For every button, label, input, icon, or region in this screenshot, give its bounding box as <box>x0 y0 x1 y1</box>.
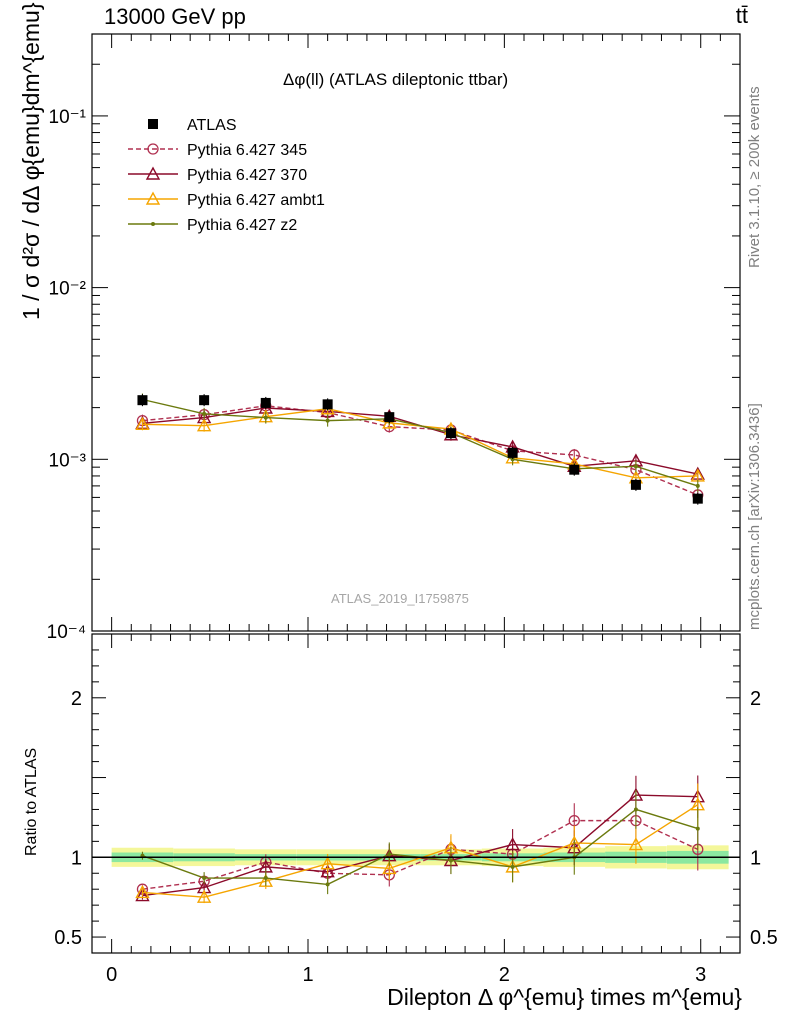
main-point <box>260 397 271 408</box>
ratio-point <box>510 864 515 869</box>
legend-label: Pythia 6.427 370 <box>187 167 307 184</box>
ratio-series-line <box>142 794 698 897</box>
main-point <box>325 418 330 423</box>
ratio-y-tick-label: 1 <box>71 847 82 869</box>
ratio-point <box>320 856 335 870</box>
main-point <box>202 411 207 416</box>
main-series-line <box>142 407 698 475</box>
main-point <box>199 395 210 406</box>
y-tick-label: 10⁻¹ <box>49 107 87 128</box>
main-point <box>695 483 700 488</box>
main-point <box>507 447 518 458</box>
legend-marker <box>148 119 158 129</box>
main-y-axis-label: 1 / σ d²σ / dΔ φ{emu}dm^{emu} <box>18 2 44 320</box>
ratio-y-tick-label-right: 0.5 <box>750 927 778 949</box>
ratio-point <box>325 882 330 887</box>
legend-entry: Pythia 6.427 z2 <box>128 217 297 234</box>
legend-marker <box>145 191 161 205</box>
main-point <box>196 418 212 432</box>
ratio-y-tick-label-right: 2 <box>750 688 761 710</box>
main-point <box>322 399 333 410</box>
main-series-line <box>142 405 699 496</box>
ratio-point <box>382 861 397 875</box>
x-tick-label: 3 <box>695 964 706 986</box>
ratio-y-tick-label: 0.5 <box>54 927 82 949</box>
ratio-point <box>202 876 207 881</box>
energy-label: 13000 GeV pp <box>104 4 246 29</box>
main-point <box>445 428 456 439</box>
legend-marker <box>145 166 161 180</box>
x-tick-label: 1 <box>302 964 313 986</box>
ratio-point <box>695 826 700 831</box>
ratio-point <box>628 837 644 851</box>
legend-label: Pythia 6.427 ambt1 <box>187 192 325 209</box>
source-label: mcplots.cern.ch [arXiv:1306.3436] <box>746 403 763 630</box>
ratio-point <box>387 852 392 857</box>
y-tick-label: 10⁻² <box>49 279 87 300</box>
legend-entry: Pythia 6.427 345 <box>128 142 307 159</box>
main-point <box>510 457 515 462</box>
ratio-y-tick-label: 2 <box>71 688 82 710</box>
main-point <box>382 415 397 429</box>
legend-marker <box>147 143 159 155</box>
rivet-version-label: Rivet 3.1.10, ≥ 200k events <box>746 86 763 268</box>
main-point <box>630 479 641 490</box>
ratio-series-line <box>142 804 699 898</box>
main-point <box>384 412 395 423</box>
ratio-point <box>196 889 212 903</box>
legend-marker <box>151 222 155 226</box>
process-label: tt̄ <box>735 3 748 28</box>
legend-label: ATLAS <box>187 117 237 134</box>
y-tick-label: 10⁻⁴ <box>47 622 86 643</box>
main-point <box>692 493 703 504</box>
legend-label: Pythia 6.427 345 <box>187 142 307 159</box>
ratio-frame <box>91 633 741 954</box>
legend-entry: Pythia 6.427 370 <box>128 166 307 184</box>
main-frame <box>91 33 741 632</box>
main-point <box>633 464 638 469</box>
main-point <box>135 416 150 430</box>
main-series-line <box>142 398 698 487</box>
legend-label: Pythia 6.427 z2 <box>187 217 297 234</box>
x-tick-label: 2 <box>499 964 510 986</box>
ratio-point <box>263 876 268 881</box>
ratio-point <box>448 858 453 863</box>
legend-entry: ATLAS <box>148 117 237 134</box>
main-point <box>137 395 148 406</box>
x-axis-label: Dilepton Δ φ^{emu} times m^{emu} <box>387 984 742 1010</box>
ratio-y-tick-label-right: 1 <box>750 847 761 869</box>
ratio-point <box>258 873 273 887</box>
main-point <box>263 415 268 420</box>
analysis-id: ATLAS_2019_I1759875 <box>331 591 469 606</box>
x-tick-label: 0 <box>106 964 117 986</box>
main-point <box>569 464 580 475</box>
legend-entry: Pythia 6.427 ambt1 <box>128 191 325 209</box>
ratio-y-axis-label: Ratio to ATLAS <box>23 747 40 856</box>
ratio-point <box>505 837 520 851</box>
ratio-point <box>633 807 638 812</box>
y-tick-label: 10⁻³ <box>49 450 87 471</box>
chart-title: Δφ(ll) (ATLAS dileptonic ttbar) <box>283 70 509 89</box>
ratio-point <box>135 888 150 902</box>
ratio-point <box>135 884 150 899</box>
